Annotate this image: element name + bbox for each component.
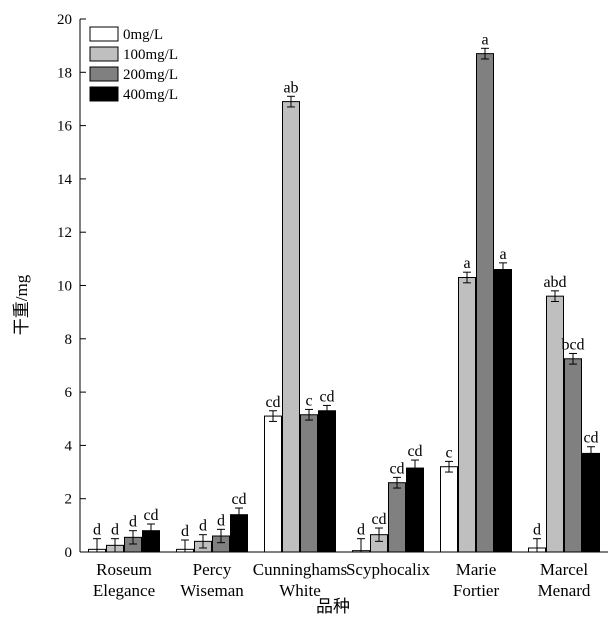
bar bbox=[318, 410, 336, 553]
y-tick-label: 6 bbox=[65, 385, 73, 401]
y-axis-title: 干重/mg bbox=[12, 274, 31, 335]
significance-label: d bbox=[533, 522, 541, 539]
significance-label: d bbox=[217, 512, 225, 529]
legend-label: 400mg/L bbox=[123, 87, 178, 103]
legend-label: 100mg/L bbox=[123, 47, 178, 63]
significance-label: cd bbox=[371, 511, 386, 528]
bar bbox=[264, 415, 282, 553]
y-tick-label: 10 bbox=[57, 279, 72, 295]
y-tick-label: 0 bbox=[65, 545, 73, 561]
x-category-label: Roseum bbox=[96, 560, 152, 579]
significance-label: a bbox=[481, 31, 488, 48]
bar bbox=[406, 467, 424, 553]
x-category-label: Marcel bbox=[540, 560, 588, 579]
legend-swatch bbox=[89, 46, 119, 62]
bar bbox=[388, 482, 406, 553]
x-category-label: Percy bbox=[193, 560, 232, 579]
bar bbox=[440, 466, 458, 553]
x-category-label: Cunninghams bbox=[253, 560, 347, 579]
legend-swatch bbox=[89, 86, 119, 102]
x-category-label: Elegance bbox=[93, 581, 155, 600]
legend-swatch bbox=[89, 26, 119, 42]
y-tick-label: 8 bbox=[65, 332, 73, 348]
bar bbox=[458, 277, 476, 553]
significance-label: d bbox=[111, 522, 119, 539]
x-category-label: Menard bbox=[538, 581, 591, 600]
x-axis-title: 品种 bbox=[316, 597, 350, 616]
significance-label: cd bbox=[143, 507, 158, 524]
legend: 0mg/L 100mg/L 200mg/L 400mg/L bbox=[89, 26, 178, 103]
significance-label: d bbox=[199, 518, 207, 535]
y-tick-label: 20 bbox=[57, 12, 72, 28]
significance-label: cd bbox=[389, 460, 404, 477]
x-category-label: Wiseman bbox=[180, 581, 244, 600]
x-category-label: Scyphocalix bbox=[346, 560, 431, 579]
x-category-label: Marie bbox=[456, 560, 497, 579]
x-category-label: White bbox=[279, 581, 321, 600]
bar bbox=[494, 269, 512, 553]
legend-label: 0mg/L bbox=[123, 27, 163, 43]
significance-label: ab bbox=[283, 79, 298, 96]
significance-label: d bbox=[357, 522, 365, 539]
significance-label: cd bbox=[231, 491, 246, 508]
significance-label: c bbox=[445, 444, 452, 461]
legend-label: 200mg/L bbox=[123, 67, 178, 83]
significance-label: cd bbox=[407, 443, 422, 460]
significance-label: bcd bbox=[561, 336, 584, 353]
significance-label: cd bbox=[319, 388, 334, 405]
significance-label: c bbox=[305, 392, 312, 409]
legend-swatch bbox=[89, 66, 119, 82]
significance-label: d bbox=[129, 514, 137, 531]
significance-label: cd bbox=[583, 430, 598, 447]
y-tick-label: 4 bbox=[65, 438, 73, 454]
significance-label: d bbox=[93, 522, 101, 539]
significance-label: a bbox=[463, 255, 470, 272]
bar bbox=[546, 295, 564, 553]
x-category-label: Fortier bbox=[453, 581, 500, 600]
significance-label: cd bbox=[265, 394, 280, 411]
bar bbox=[282, 101, 300, 553]
bar bbox=[476, 53, 494, 553]
significance-label: d bbox=[181, 523, 189, 540]
y-tick-label: 18 bbox=[57, 65, 72, 81]
y-tick-label: 12 bbox=[57, 225, 72, 241]
bar bbox=[582, 452, 600, 553]
y-tick-label: 14 bbox=[57, 172, 73, 188]
bar bbox=[300, 414, 318, 553]
y-tick-label: 16 bbox=[57, 119, 73, 135]
significance-label: a bbox=[499, 246, 506, 263]
y-tick-label: 2 bbox=[65, 492, 73, 508]
significance-label: abd bbox=[543, 274, 566, 291]
bar bbox=[564, 358, 582, 553]
axes: 0 2 4 6 8 10 12 14 16 18 20 Roseum Elegance Percy Wise… bbox=[57, 12, 608, 600]
